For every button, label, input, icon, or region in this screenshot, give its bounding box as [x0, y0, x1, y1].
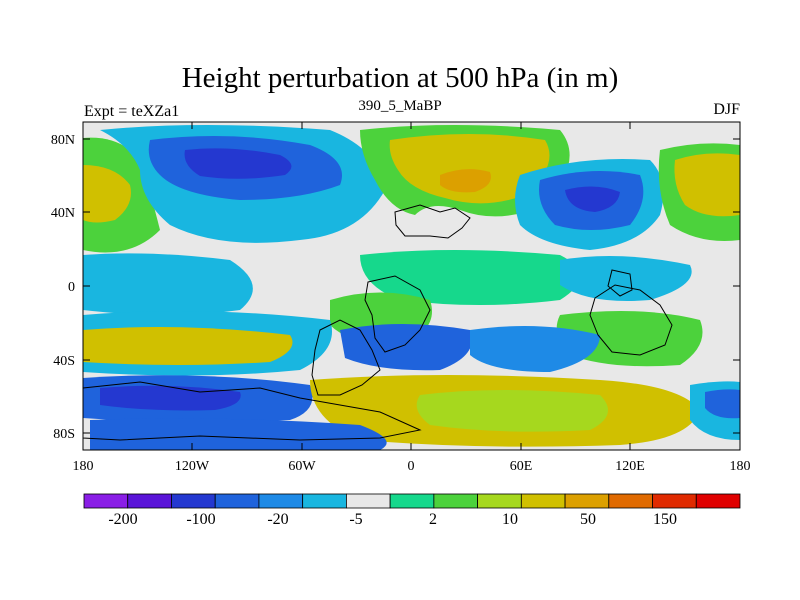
- x-tick-marks: [82, 122, 741, 450]
- contour-sa-green-ring: [416, 390, 608, 432]
- contour-sh-blue-east: [470, 326, 600, 372]
- contour-sa-deep: [100, 385, 241, 411]
- x-tick-label: 60W: [288, 459, 316, 474]
- coastline-south-america: [311, 319, 381, 396]
- colorbar-label: 50: [580, 511, 596, 528]
- contour-sh-yellow-west: [83, 326, 293, 365]
- contour-npac-deep: [184, 148, 292, 179]
- colorbar-box: [127, 493, 172, 509]
- plot-title: Height perturbation at 500 hPa (in m): [181, 62, 619, 94]
- colorbar-labels: -200 -100 -20 -5 2 10 50 150: [108, 511, 677, 528]
- coastline-north-america: [394, 204, 471, 239]
- y-tick-label: 80N: [51, 133, 75, 148]
- coastline-africa: [364, 275, 431, 353]
- y-tick-label: 0: [68, 280, 75, 295]
- colorbar-label: -20: [267, 511, 288, 528]
- colorbar-box: [564, 493, 610, 509]
- contour-field: [83, 122, 740, 450]
- y-tick-label: 40N: [51, 206, 75, 221]
- x-tick-label: 180: [73, 459, 94, 474]
- contour-sa-blue-east: [705, 389, 740, 419]
- colorbar-label: 2: [429, 511, 437, 528]
- colorbar-box: [389, 493, 435, 509]
- contour-trop-teal: [360, 250, 580, 305]
- contour-natl-yellow: [389, 134, 550, 204]
- colorbar-label: -200: [108, 511, 137, 528]
- colorbar-box: [477, 493, 522, 509]
- contour-trop-cyan-west: [83, 253, 253, 315]
- season-label: DJF: [713, 101, 740, 118]
- y-tick-label: 80S: [53, 427, 75, 442]
- x-tick-label: 120E: [615, 459, 645, 474]
- colorbar-box: [652, 493, 697, 509]
- y-tick-label: 40S: [53, 354, 75, 369]
- colorbar-box: [214, 493, 260, 509]
- colorbar-box: [433, 493, 478, 509]
- colorbar-box: [608, 493, 653, 509]
- contour-natl-orange: [440, 169, 491, 193]
- x-tick-label: 0: [408, 459, 415, 474]
- colorbar: [83, 493, 741, 509]
- x-tick-label: 60E: [510, 459, 533, 474]
- colorbar-box: [258, 493, 304, 509]
- y-tick-marks: [83, 138, 740, 434]
- contour-sh-green-east: [556, 311, 703, 367]
- colorbar-label: 150: [653, 511, 677, 528]
- coastline-antarctica: [83, 381, 422, 441]
- colorbar-label: -100: [186, 511, 215, 528]
- colorbar-box: [695, 493, 741, 509]
- x-tick-label: 180: [730, 459, 751, 474]
- contour-asia-deep: [565, 186, 620, 212]
- contour-nw-yellow: [83, 165, 131, 223]
- x-tick-label: 120W: [175, 459, 210, 474]
- colorbar-box: [83, 493, 129, 509]
- y-tick-labels: 80N 40N 0 40S 80S: [51, 133, 75, 442]
- experiment-label: Expt = teXZa1: [84, 103, 180, 120]
- contour-trop-cyan-east: [560, 256, 692, 301]
- colorbar-label: 10: [502, 511, 518, 528]
- colorbar-box: [520, 493, 566, 509]
- colorbar-box: [302, 493, 347, 509]
- contour-sh-blue-mid: [340, 324, 472, 371]
- coastline-pacific-island: [607, 269, 633, 297]
- x-tick-labels: 180 120W 60W 0 60E 120E 180: [73, 459, 751, 474]
- contour-sa-blue-south: [90, 418, 387, 450]
- colorbar-box: [171, 493, 216, 509]
- colorbar-box: [345, 493, 391, 509]
- colorbar-label: -5: [349, 511, 362, 528]
- contour-ne-yellow: [674, 153, 740, 217]
- coastlines: [83, 204, 673, 441]
- period-label: 390_5_MaBP: [358, 98, 442, 114]
